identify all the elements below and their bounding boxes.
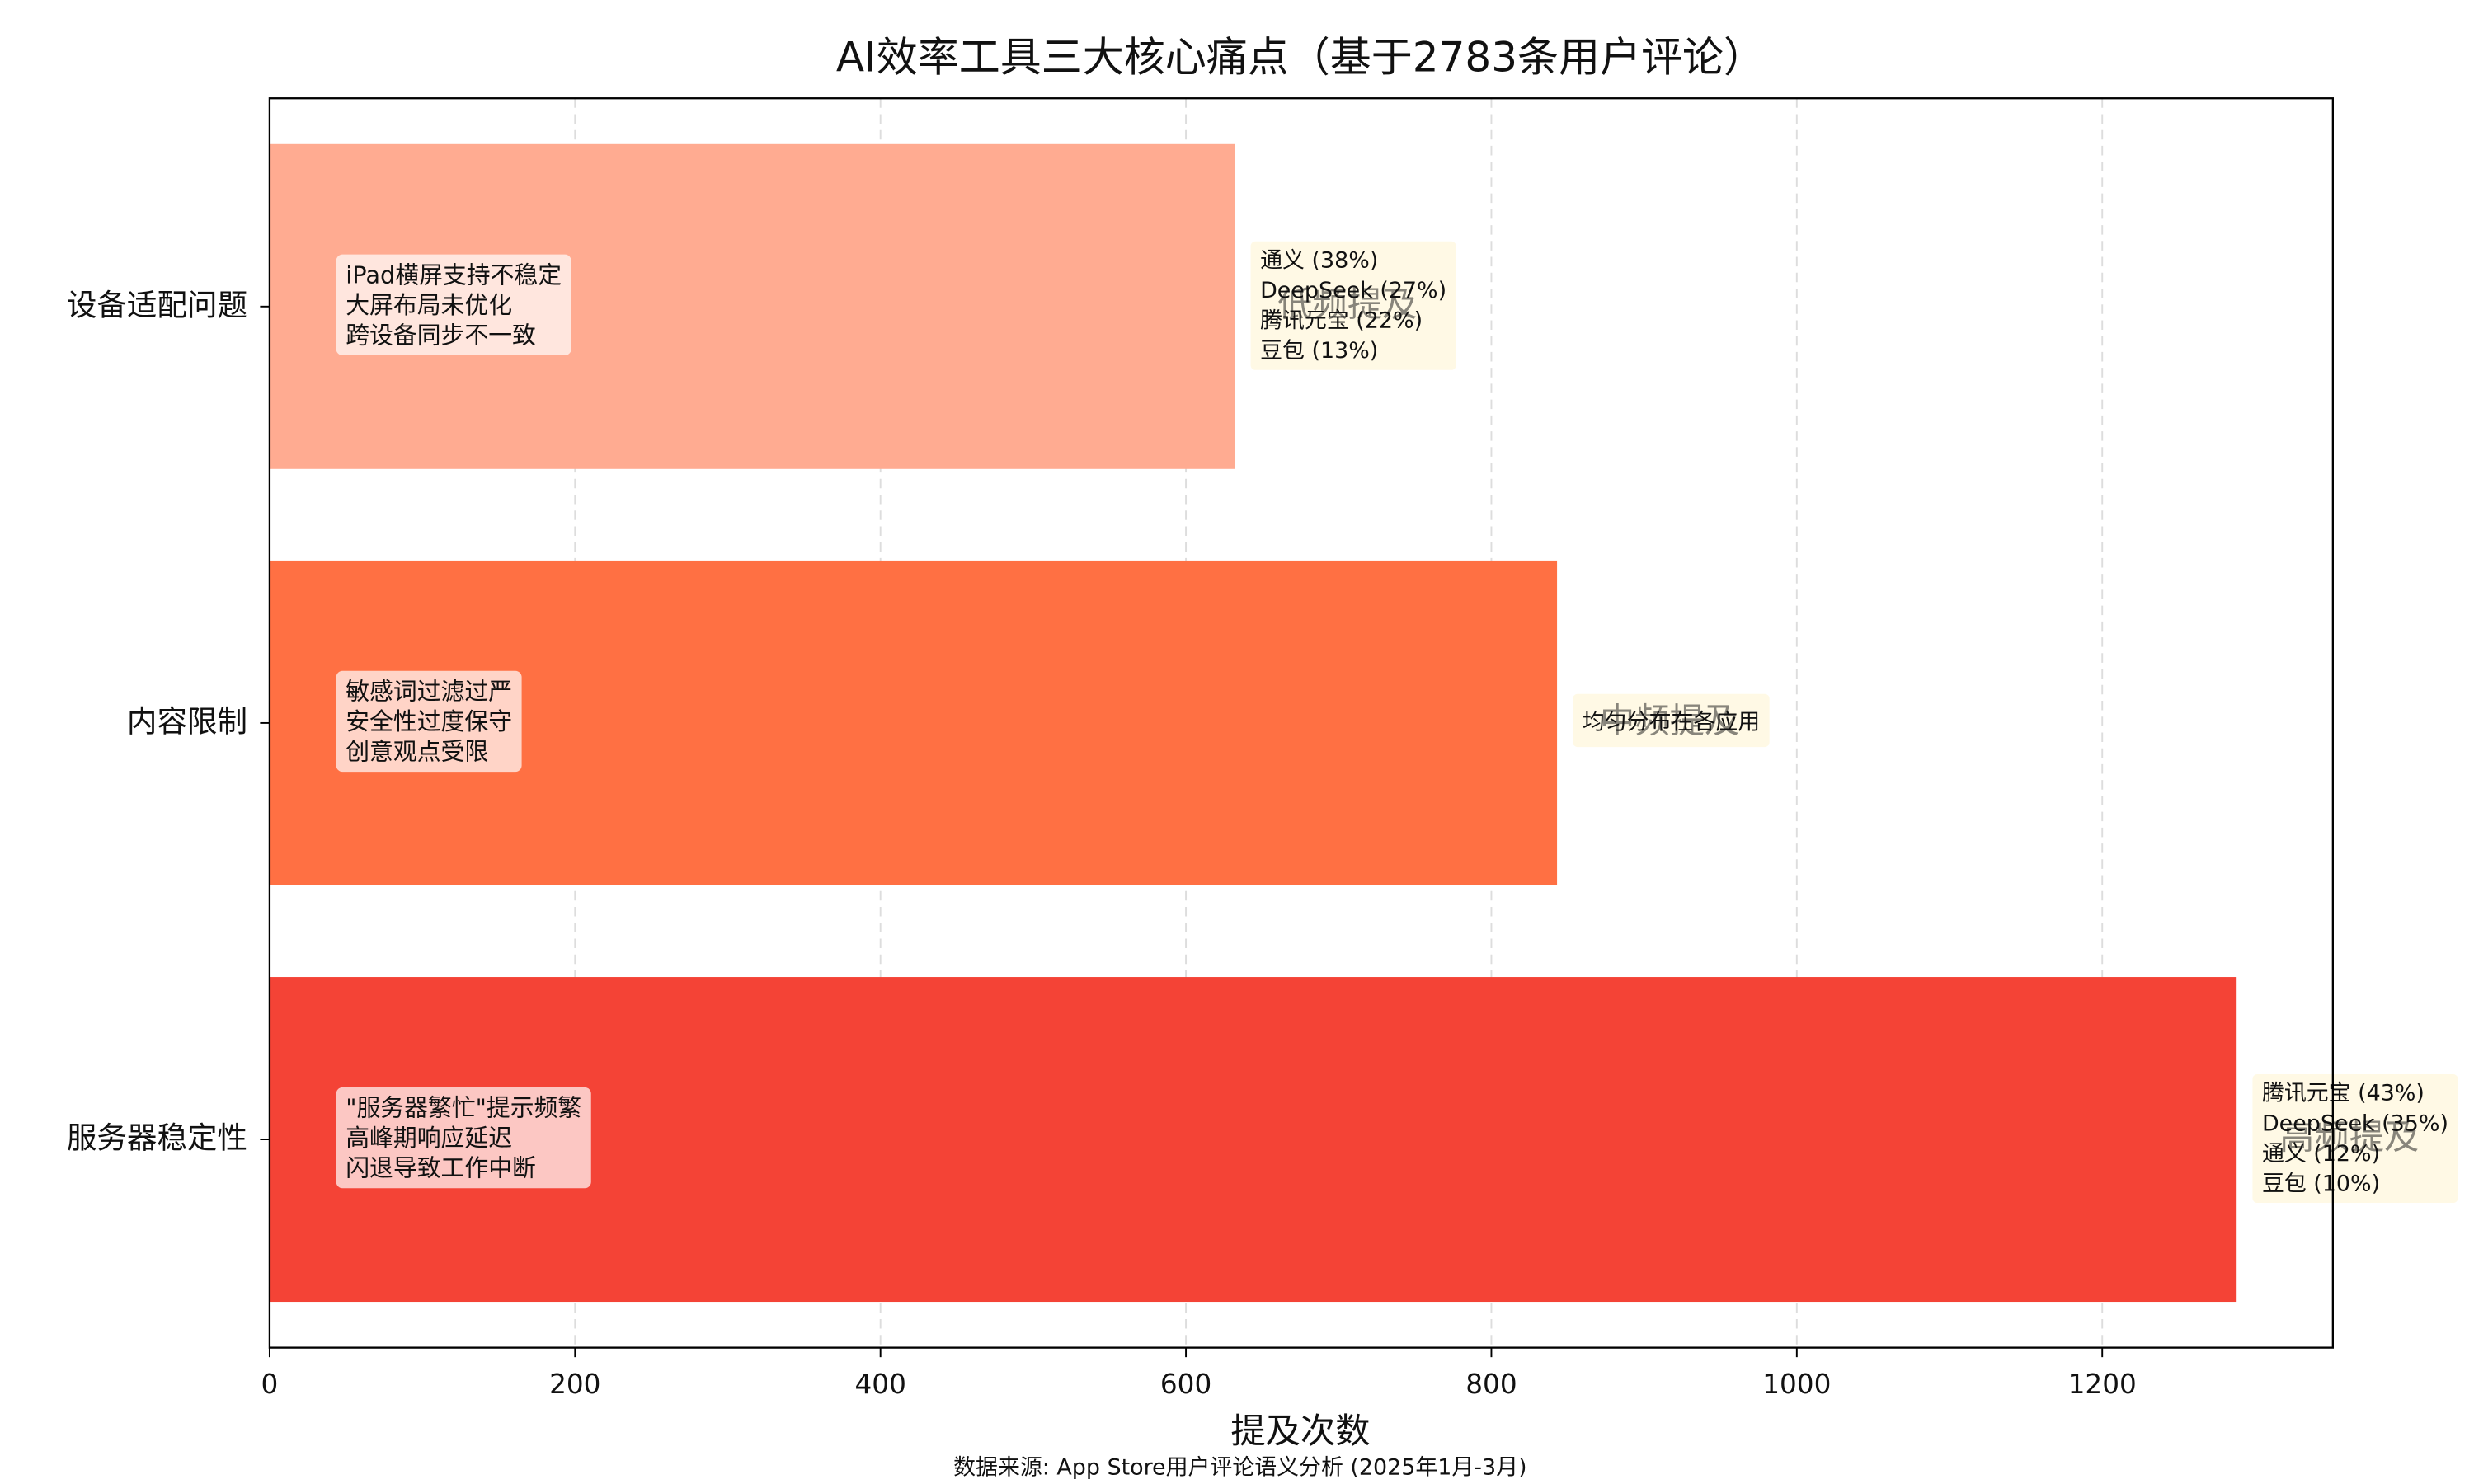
- pain-point-text: 跨设备同步不一致: [346, 321, 536, 349]
- pain-point-box-bg: [336, 670, 522, 773]
- breakdown-text: 豆包 (10%): [2262, 1171, 2380, 1196]
- breakdown-text: 通义 (38%): [1260, 247, 1378, 273]
- breakdown-text: 通义 (12%): [2262, 1141, 2380, 1167]
- pain-point-text: iPad横屏支持不稳定: [346, 261, 562, 289]
- x-tick-label: 1000: [1762, 1369, 1831, 1400]
- plot-frame: [268, 97, 2334, 1349]
- breakdown-box-bg: [1250, 241, 1456, 370]
- breakdown-text: 腾讯元宝 (22%): [1260, 308, 1423, 334]
- pain-point-box-bg: [336, 254, 571, 356]
- breakdown-text: 腾讯元宝 (43%): [2262, 1081, 2425, 1106]
- pain-point-text: 创意观点受限: [346, 737, 488, 765]
- pain-point-text: 大屏布局未优化: [346, 291, 512, 319]
- x-tick-label: 400: [854, 1369, 905, 1400]
- x-tick-label: 800: [1465, 1369, 1517, 1400]
- breakdown-box: 低频提及 通义 (38%) DeepSeek (27%) 腾讯元宝 (22%) 豆包 (…: [1250, 241, 1456, 370]
- pain-point-text: "服务器繁忙"提示频繁: [346, 1094, 581, 1122]
- pain-point-text: 敏感词过滤过严: [346, 677, 512, 705]
- pain-point-box-bg: [336, 1087, 591, 1189]
- pain-point-text: 安全性过度保守: [346, 707, 512, 735]
- x-tick-label: 200: [549, 1369, 600, 1400]
- y-tick-label: 服务器稳定性: [67, 1120, 247, 1156]
- y-tick-label: 内容限制: [127, 703, 247, 739]
- x-axis-label: 提及次数: [1230, 1411, 1370, 1451]
- pain-point-text: 高峰期响应延迟: [346, 1124, 512, 1152]
- pain-point-text: 闪退导致工作中断: [346, 1154, 536, 1182]
- frequency-label: 高频提及: [2279, 1117, 2419, 1158]
- frequency-label: 低频提及: [1277, 284, 1417, 324]
- x-tick-label: 0: [261, 1369, 279, 1400]
- bar: [269, 977, 2237, 1303]
- x-tick-label: 1200: [2068, 1369, 2137, 1400]
- frequency-label: 中频提及: [1600, 700, 1739, 740]
- breakdown-box-bg: [2252, 1074, 2458, 1204]
- breakdown-text: 均匀分布在各应用: [1583, 709, 1760, 735]
- breakdown-text: DeepSeek (35%): [2262, 1111, 2448, 1136]
- chart-title: AI效率工具三大核心痛点（基于2783条用户评论）: [836, 34, 1765, 82]
- breakdown-box-bg: [1573, 693, 1770, 748]
- breakdown-box: 高频提及 腾讯元宝 (43%) DeepSeek (35%) 通义 (12%) 豆包 (…: [2252, 1074, 2458, 1204]
- breakdown-text: 豆包 (13%): [1260, 338, 1378, 364]
- breakdown-text: DeepSeek (27%): [1260, 278, 1446, 303]
- footnote: 数据来源: App Store用户评论语义分析 (2025年1月-3月): [953, 1454, 1526, 1480]
- x-tick-label: 600: [1160, 1369, 1211, 1400]
- y-tick-label: 设备适配问题: [67, 287, 247, 322]
